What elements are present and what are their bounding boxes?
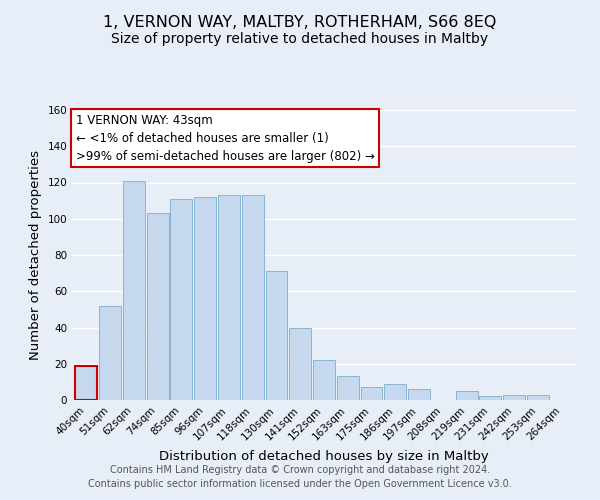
Bar [99, 306, 121, 400]
Bar [170, 199, 192, 400]
Bar [289, 328, 311, 400]
Y-axis label: Number of detached properties: Number of detached properties [29, 150, 42, 360]
Bar [313, 360, 335, 400]
Bar [479, 396, 502, 400]
Text: 1, VERNON WAY, MALTBY, ROTHERHAM, S66 8EQ: 1, VERNON WAY, MALTBY, ROTHERHAM, S66 8E… [103, 15, 497, 30]
Bar [337, 376, 359, 400]
X-axis label: Distribution of detached houses by size in Maltby: Distribution of detached houses by size … [159, 450, 489, 463]
Bar [76, 366, 97, 400]
Bar [242, 195, 263, 400]
Bar [266, 272, 287, 400]
Bar [146, 214, 169, 400]
Bar [123, 180, 145, 400]
Bar [194, 197, 216, 400]
Bar [361, 388, 382, 400]
Bar [218, 195, 240, 400]
Text: Size of property relative to detached houses in Maltby: Size of property relative to detached ho… [112, 32, 488, 46]
Bar [503, 394, 525, 400]
Bar [456, 391, 478, 400]
Bar [385, 384, 406, 400]
Bar [408, 389, 430, 400]
Text: 1 VERNON WAY: 43sqm
← <1% of detached houses are smaller (1)
>99% of semi-detach: 1 VERNON WAY: 43sqm ← <1% of detached ho… [76, 114, 374, 162]
Text: Contains HM Land Registry data © Crown copyright and database right 2024.
Contai: Contains HM Land Registry data © Crown c… [88, 465, 512, 489]
Bar [527, 394, 549, 400]
